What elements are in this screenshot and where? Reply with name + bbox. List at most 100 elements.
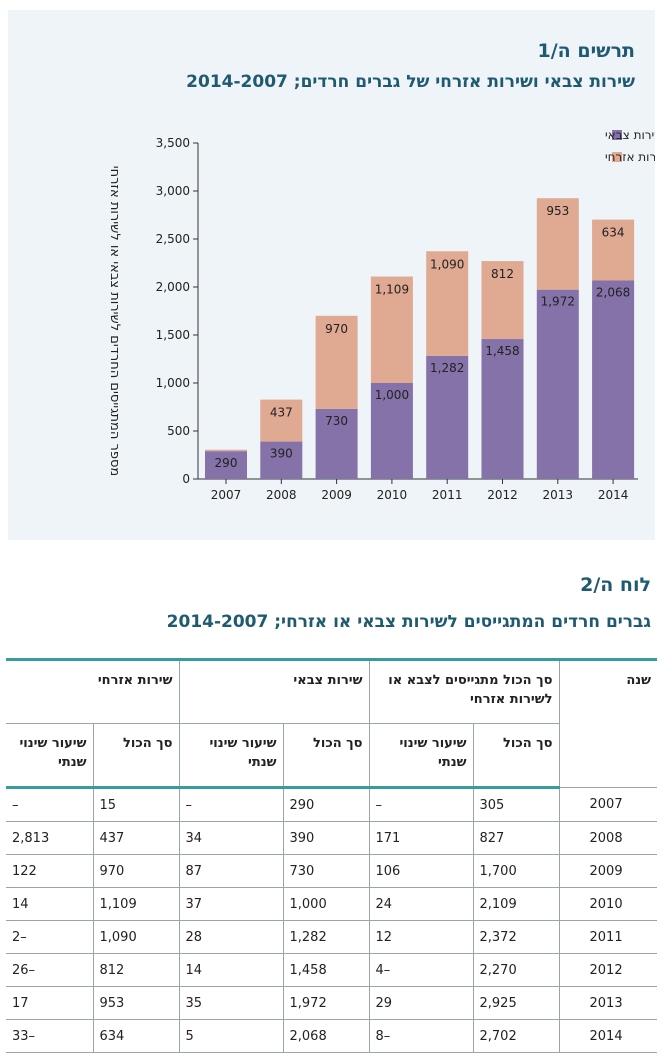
- bar-civil-2011: [426, 251, 469, 356]
- x-tick-label: 2012: [487, 488, 518, 502]
- legend-swatch: [612, 130, 622, 140]
- x-tick-label: 2009: [321, 488, 352, 502]
- header-total-sum: סך הכול: [472, 723, 560, 789]
- bar-military-2008: [260, 441, 303, 479]
- cell-year: 2009: [558, 854, 657, 888]
- x-tick-label: 2007: [211, 488, 242, 502]
- bar-civil-2013: [536, 198, 579, 290]
- data-label-civil: 1,109: [375, 283, 409, 297]
- cell-military-rate: 35: [178, 986, 284, 1020]
- cell-total-sum: 827: [472, 821, 560, 855]
- bar-military-2010: [370, 383, 413, 479]
- table-row: 2009 1,700 106 730 87 970 122: [6, 854, 657, 888]
- cell-total-sum: 2,372: [472, 920, 560, 954]
- x-tick-label: 2014: [598, 488, 629, 502]
- y-tick-label: 0: [182, 472, 190, 486]
- y-axis-label: מספר המתגייסים החרדים לשירות צבאי או לשי…: [107, 166, 122, 476]
- table-row: 2012 2,270 –4 1,458 14 812 –26: [6, 953, 657, 987]
- cell-civil-rate: –33: [6, 1019, 94, 1053]
- bar-military-2009: [315, 408, 358, 479]
- bar-civil-2009: [315, 315, 358, 409]
- x-tick-label: 2013: [543, 488, 574, 502]
- header-military-rate: שיעור שינוי שנתי: [178, 723, 284, 789]
- cell-total-rate: 106: [368, 854, 474, 888]
- cell-civil-rate: 2,813: [6, 821, 94, 855]
- cell-total-sum: 305: [472, 787, 560, 822]
- data-label-civil: 634: [602, 226, 625, 240]
- bar-military-2007: [205, 451, 247, 479]
- cell-civil-sum: 437: [92, 821, 180, 855]
- cell-total-rate: 29: [368, 986, 474, 1020]
- chart-panel: תרשים ה/1 שירות צבאי ושירות אזרחי של גבר…: [8, 10, 655, 540]
- cell-civil-sum: 812: [92, 953, 180, 987]
- cell-civil-sum: 1,109: [92, 887, 180, 921]
- x-tick-label: 2008: [266, 488, 297, 502]
- table-row: 2010 2,109 24 1,000 37 1,109 14: [6, 887, 657, 921]
- bar-military-2013: [536, 289, 579, 479]
- cell-military-sum: 290: [282, 787, 370, 822]
- cell-total-rate: –: [368, 787, 474, 822]
- header-civil-group: שירות אזרחי: [6, 658, 180, 724]
- cell-year: 2008: [558, 821, 657, 855]
- cell-military-sum: 730: [282, 854, 370, 888]
- table-row: 2014 2,702 –8 2,068 5 634 –33: [6, 1019, 657, 1053]
- cell-military-sum: 1,458: [282, 953, 370, 987]
- cell-year: 2014: [558, 1019, 657, 1053]
- cell-military-sum: 1,000: [282, 887, 370, 921]
- cell-military-rate: –: [178, 787, 284, 822]
- bar-military-2012: [481, 339, 524, 479]
- data-label-civil: 1,090: [430, 257, 464, 271]
- legend-swatch: [612, 152, 622, 162]
- cell-year: 2012: [558, 953, 657, 987]
- bar-military-2014: [592, 280, 635, 479]
- table-row: 2008 827 171 390 34 437 2,813: [6, 821, 657, 855]
- table-title: גברים חרדים המתגייסים לשירות צבאי או אזר…: [166, 612, 651, 632]
- cell-year: 2010: [558, 887, 657, 921]
- y-tick-label: 2,500: [156, 232, 190, 246]
- bar-civil-2007: [205, 449, 247, 452]
- data-label-civil: 437: [270, 406, 293, 420]
- data-label-military: 2,068: [596, 285, 630, 299]
- cell-military-sum: 390: [282, 821, 370, 855]
- data-label-civil: 812: [491, 267, 514, 281]
- cell-total-sum: 2,270: [472, 953, 560, 987]
- data-label-military: 290: [215, 456, 238, 470]
- cell-total-rate: 12: [368, 920, 474, 954]
- y-tick-label: 3,500: [156, 136, 190, 150]
- cell-year: 2013: [558, 986, 657, 1020]
- data-label-military: 1,458: [485, 344, 519, 358]
- table-label: לוח ה/2: [580, 574, 651, 596]
- cell-year: 2007: [558, 787, 657, 822]
- cell-civil-rate: –2: [6, 920, 94, 954]
- y-tick-label: 1,500: [156, 328, 190, 342]
- table-row: 2013 2,925 29 1,972 35 953 17: [6, 986, 657, 1020]
- bar-civil-2010: [370, 276, 413, 383]
- header-military-sum: סך הכול: [282, 723, 370, 789]
- cell-military-rate: 28: [178, 920, 284, 954]
- data-label-military: 390: [270, 447, 293, 461]
- y-tick-label: 1,000: [156, 376, 190, 390]
- cell-military-rate: 5: [178, 1019, 284, 1053]
- cell-civil-sum: 15: [92, 787, 180, 822]
- cell-total-rate: –8: [368, 1019, 474, 1053]
- bar-civil-2008: [260, 399, 303, 442]
- x-tick-label: 2010: [377, 488, 408, 502]
- data-table: שנה סך הכול מתגייסים לצבא או לשירות אזרח…: [6, 658, 657, 1053]
- cell-civil-rate: –26: [6, 953, 94, 987]
- cell-civil-sum: 970: [92, 854, 180, 888]
- bar-civil-2014: [592, 219, 635, 281]
- cell-year: 2011: [558, 920, 657, 954]
- header-year: שנה: [558, 658, 657, 788]
- cell-military-rate: 14: [178, 953, 284, 987]
- cell-military-rate: 87: [178, 854, 284, 888]
- y-tick-label: 3,000: [156, 184, 190, 198]
- cell-total-sum: 1,700: [472, 854, 560, 888]
- cell-total-rate: 24: [368, 887, 474, 921]
- header-civil-sum: סך הכול: [92, 723, 180, 789]
- cell-total-sum: 2,702: [472, 1019, 560, 1053]
- header-civil-rate: שיעור שינוי שנתי: [6, 723, 94, 789]
- y-tick-label: 2,000: [156, 280, 190, 294]
- figure-title: שירות צבאי ושירות אזרחי של גברים חרדים; …: [186, 72, 635, 92]
- cell-military-sum: 1,282: [282, 920, 370, 954]
- table-row: 2011 2,372 12 1,282 28 1,090 –2: [6, 920, 657, 954]
